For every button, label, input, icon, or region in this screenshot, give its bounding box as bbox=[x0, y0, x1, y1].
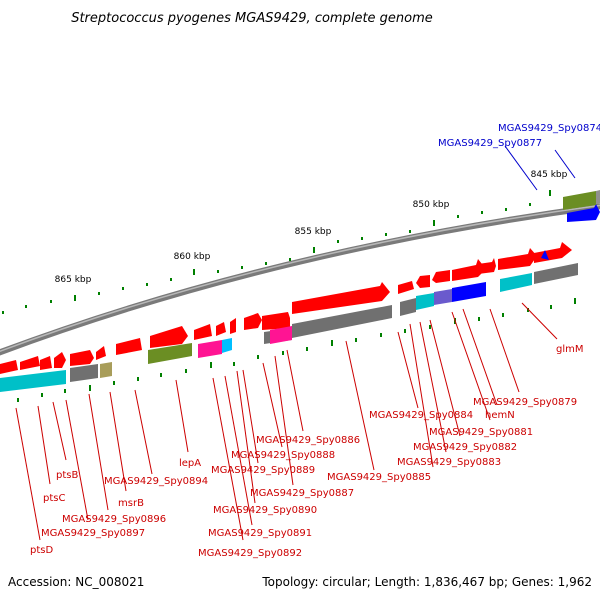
gene-label[interactable]: MGAS9429_Spy0874 bbox=[498, 123, 600, 134]
scale-ticks-outer bbox=[2, 190, 551, 314]
gene-arrow bbox=[194, 324, 212, 340]
kbp-label-860: 860 kbp bbox=[174, 252, 211, 262]
gene-arrow bbox=[54, 352, 66, 368]
gene-arrow bbox=[150, 326, 188, 348]
gene-arrow bbox=[244, 313, 262, 330]
gene-arrow bbox=[96, 346, 106, 360]
gene-label[interactable]: MGAS9429_Spy0882 bbox=[413, 442, 517, 453]
genome-backbone bbox=[0, 203, 600, 356]
accession-text: Accession: NC_008021 bbox=[8, 575, 144, 589]
gene-arrow bbox=[416, 275, 430, 288]
gene-arrow bbox=[20, 356, 40, 370]
gene-label[interactable]: ptsD bbox=[30, 545, 53, 556]
genome-summary-text: Topology: circular; Length: 1,836,467 bp… bbox=[261, 575, 592, 589]
gene-label[interactable]: MGAS9429_Spy0890 bbox=[213, 505, 317, 516]
gene-label[interactable]: MGAS9429_Spy0877 bbox=[438, 138, 542, 149]
gene-label[interactable]: MGAS9429_Spy0896 bbox=[62, 514, 166, 525]
gene-arrow bbox=[0, 360, 18, 374]
forward-strand-genes bbox=[0, 242, 572, 374]
gene-arrow bbox=[230, 318, 236, 334]
gene-arrow bbox=[478, 258, 496, 274]
gene-arrow bbox=[116, 338, 142, 355]
gene-label[interactable]: MGAS9429_Spy0885 bbox=[327, 472, 431, 483]
gene-label[interactable]: ptsC bbox=[43, 493, 65, 504]
gene-arrow bbox=[40, 356, 52, 370]
gene-label[interactable]: MGAS9429_Spy0894 bbox=[104, 476, 208, 487]
gene-arrow bbox=[262, 312, 290, 330]
annotation-bars bbox=[0, 190, 600, 392]
gene-label[interactable]: MGAS9429_Spy0884 bbox=[369, 410, 473, 421]
gene-arrow bbox=[432, 270, 450, 283]
kbp-label-845: 845 kbp bbox=[531, 170, 568, 180]
gene-label[interactable]: MGAS9429_Spy0897 bbox=[41, 528, 145, 539]
kbp-label-865: 865 kbp bbox=[55, 275, 92, 285]
gene-label[interactable]: MGAS9429_Spy0892 bbox=[198, 548, 302, 559]
gene-label[interactable]: MGAS9429_Spy0889 bbox=[211, 465, 315, 476]
gene-arrow bbox=[498, 248, 537, 270]
gene-label[interactable]: hemN bbox=[485, 410, 515, 421]
map-title: Streptococcus pyogenes MGAS9429, complet… bbox=[71, 11, 433, 26]
gene-label[interactable]: MGAS9429_Spy0883 bbox=[397, 457, 501, 468]
gene-label[interactable]: MGAS9429_Spy0891 bbox=[208, 528, 312, 539]
kbp-label-850: 850 kbp bbox=[413, 200, 450, 210]
gene-arrow bbox=[534, 242, 572, 263]
scale-ticks-inner bbox=[17, 298, 576, 402]
gene-arrow bbox=[398, 281, 414, 294]
gene-label[interactable]: msrB bbox=[118, 498, 144, 509]
gene-label[interactable]: ptsB bbox=[56, 470, 78, 481]
gene-label[interactable]: MGAS9429_Spy0888 bbox=[231, 450, 335, 461]
label-leader-lines bbox=[15, 145, 576, 541]
gene-label[interactable]: MGAS9429_Spy0879 bbox=[473, 397, 577, 408]
gene-label[interactable]: MGAS9429_Spy0887 bbox=[250, 488, 354, 499]
gene-arrow bbox=[452, 259, 486, 281]
highlighted-genes bbox=[541, 204, 600, 260]
kbp-label-855: 855 kbp bbox=[295, 227, 332, 237]
gene-label[interactable]: lepA bbox=[179, 458, 201, 469]
gene-label[interactable]: MGAS9429_Spy0886 bbox=[256, 435, 360, 446]
gene-arrow bbox=[216, 322, 226, 336]
gene-arrow bbox=[70, 350, 94, 366]
gene-arrow bbox=[292, 282, 390, 314]
gene-label[interactable]: MGAS9429_Spy0881 bbox=[429, 427, 533, 438]
gene-label[interactable]: glmM bbox=[556, 344, 584, 355]
